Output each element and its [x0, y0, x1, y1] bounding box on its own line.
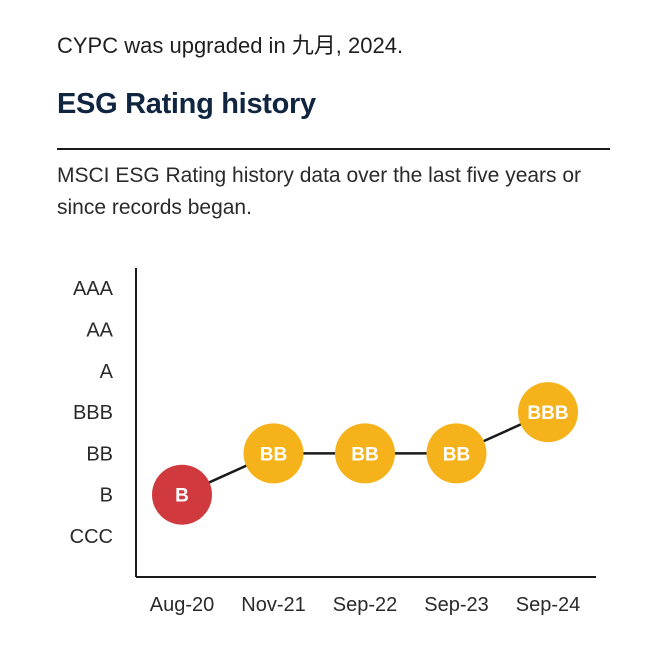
rating-marker-circle — [518, 382, 578, 443]
rating-marker-nov-21: BB — [243, 423, 304, 484]
y-tick-label-aaa: AAA — [73, 278, 114, 300]
rating-marker-circle — [152, 464, 212, 525]
rating-marker-sep-23: BB — [426, 423, 487, 484]
rating-marker-label: BB — [443, 444, 470, 465]
rating-marker-circle — [426, 423, 487, 484]
rating-marker-label: BB — [260, 444, 287, 465]
chart-description: MSCI ESG Rating history data over the la… — [57, 164, 582, 219]
x-tick-label-sep-22: Sep-22 — [333, 594, 398, 616]
y-tick-label-aa: AA — [86, 320, 113, 342]
x-tick-label-sep-23: Sep-23 — [424, 594, 489, 616]
rating-marker-label: BBB — [527, 403, 568, 424]
section-title: ESG Rating history — [57, 88, 316, 120]
rating-marker-aug-20: B — [152, 464, 212, 525]
rating-marker-sep-24: BBB — [518, 382, 578, 443]
x-tick-label-nov-21: Nov-21 — [241, 594, 305, 616]
rating-marker-label: B — [175, 486, 189, 507]
y-tick-label-ccc: CCC — [70, 526, 113, 548]
y-tick-label-b: B — [100, 485, 113, 507]
x-axis-tick-labels: Aug-20 Nov-21 Sep-22 Sep-23 Sep-24 — [150, 594, 581, 616]
rating-marker-sep-22: BB — [335, 423, 395, 484]
y-tick-label-bb: BB — [86, 443, 113, 465]
y-tick-label-bbb: BBB — [73, 402, 113, 424]
chart-axes — [135, 268, 596, 578]
x-tick-label-aug-20: Aug-20 — [150, 594, 215, 616]
rating-marker-circle — [335, 423, 395, 484]
y-tick-label-a: A — [100, 361, 114, 383]
rating-marker-circle — [243, 423, 304, 484]
x-tick-label-sep-24: Sep-24 — [516, 594, 581, 616]
rating-marker-label: BB — [351, 444, 378, 465]
upgrade-statement: CYPC was upgraded in 九月, 2024. — [57, 33, 404, 58]
section-divider — [57, 148, 610, 150]
